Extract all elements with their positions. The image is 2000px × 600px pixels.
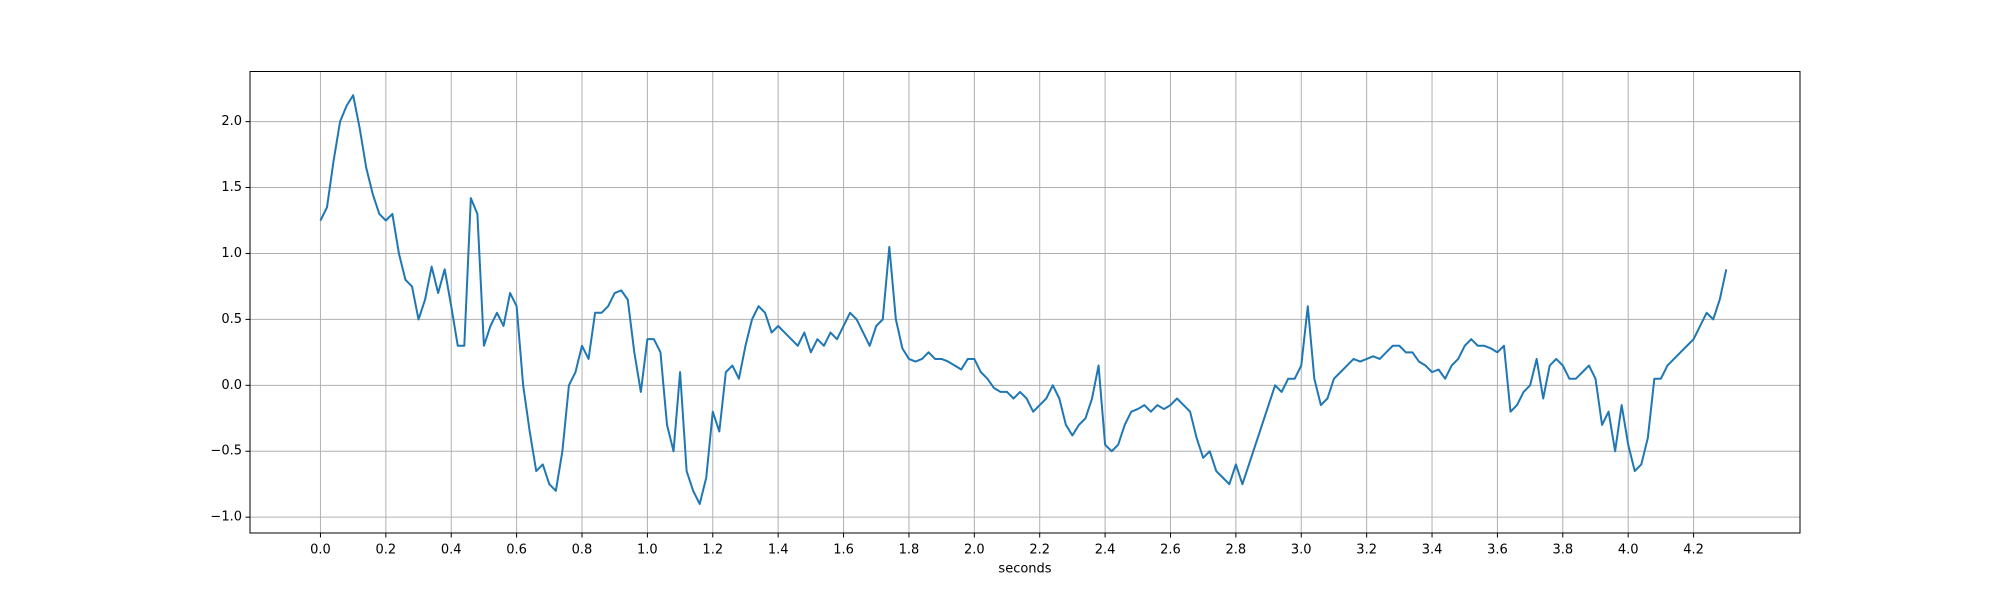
y-tick-label: 0.5 [221,312,242,327]
y-tick-label: −0.5 [210,444,242,459]
x-tick-label: 1.0 [637,543,658,558]
x-tick-label: 1.8 [899,543,920,558]
axes-frame [249,71,1801,534]
x-tick-label: 4.2 [1683,543,1704,558]
x-tick-label: 3.6 [1487,543,1508,558]
y-tick-label: 1.0 [221,246,242,261]
x-axis-label: seconds [998,562,1051,577]
y-tick-label: 1.5 [221,180,242,195]
x-tick-label: 4.0 [1618,543,1639,558]
y-tick-label: 2.0 [221,114,242,129]
data-line [319,94,1728,505]
x-tick-label: 2.2 [1029,543,1050,558]
x-tick-label: 2.0 [964,543,985,558]
x-tick-label: 0.4 [441,543,462,558]
x-tick-label: 1.2 [702,543,723,558]
x-tick-label: 0.2 [375,543,396,558]
x-tick-label: 0.8 [572,543,593,558]
x-tick-label: 0.0 [310,543,331,558]
x-tick-label: 3.4 [1422,543,1443,558]
x-tick-label: 2.4 [1095,543,1116,558]
x-tick-label: 3.0 [1291,543,1312,558]
y-tick-label: 0.0 [221,378,242,393]
y-tick-label: −1.0 [210,510,242,525]
x-tick-label: 3.2 [1356,543,1377,558]
x-tick-label: 2.6 [1160,543,1181,558]
x-tick-label: 1.6 [833,543,854,558]
x-tick-label: 1.4 [768,543,789,558]
x-tick-label: 3.8 [1552,543,1573,558]
x-tick-label: 0.6 [506,543,527,558]
x-tick-label: 2.8 [1226,543,1247,558]
